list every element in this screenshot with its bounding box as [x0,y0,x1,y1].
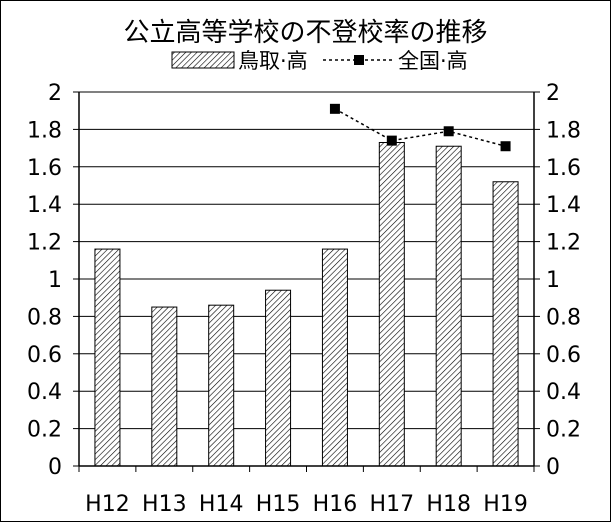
secondary-y-tick-label: 1.2 [546,231,581,256]
x-tick-label: H12 [85,492,130,517]
secondary-y-tick-label: 0.8 [546,305,581,330]
y-tick-label: 1 [48,268,62,293]
legend-swatch-bar [171,51,235,69]
x-tick-label: H17 [370,492,415,517]
y-tick-label: 1.4 [27,193,62,218]
y-tick-label: 1.2 [27,231,62,256]
secondary-y-tick-label: 0.6 [546,343,581,368]
bar-series [94,141,519,467]
bar [378,141,405,467]
secondary-y-tick-label: 1.8 [546,118,581,143]
chart-title: 公立高等学校の不登校率の推移 [123,18,488,48]
secondary-y-tick-labels: 0 0.2 0.4 0.6 0.8 1 1.2 1.4 1.6 1.8 2 [546,81,581,480]
secondary-y-tick-label: 0.2 [546,418,581,443]
secondary-y-tick-label: 1.4 [546,193,581,218]
line-point [329,103,340,114]
line-point [500,141,511,152]
y-tick-label: 1.6 [27,156,62,181]
bar [492,181,519,467]
bar [94,248,121,467]
secondary-y-tick-label: 1 [546,268,560,293]
axes [73,91,540,472]
y-tick-label: 1.8 [27,118,62,143]
legend: 鳥取·高 全国·高 [171,49,468,73]
y-tick-label: 2 [48,81,62,106]
bar [208,304,235,467]
y-tick-label: 0.4 [27,380,62,405]
x-tick-label: H18 [426,492,471,517]
secondary-y-tick-label: 0.4 [546,380,581,405]
x-tick-label: H14 [199,492,244,517]
bar [151,306,178,467]
legend-swatch-marker [354,55,364,65]
x-tick-label: H13 [142,492,187,517]
line-series [329,103,511,152]
secondary-y-tick-label: 0 [546,455,560,480]
x-tick-label: H16 [313,492,358,517]
gridlines [79,91,534,430]
line-point [443,126,454,137]
bar [321,248,348,467]
bar [435,145,462,467]
y-tick-label: 0 [48,455,62,480]
y-tick-labels: 0 0.2 0.4 0.6 0.8 1 1.2 1.4 1.6 1.8 2 [27,81,62,480]
y-tick-label: 0.8 [27,305,62,330]
bar [265,289,292,467]
x-tick-label: H19 [483,492,528,517]
legend-label-line: 全国·高 [398,49,468,73]
legend-label-bar: 鳥取·高 [238,49,308,73]
y-tick-label: 0.6 [27,343,62,368]
x-tick-label: H15 [256,492,301,517]
series-line [334,108,506,147]
secondary-y-tick-label: 1.6 [546,156,581,181]
secondary-y-tick-label: 2 [546,81,560,106]
y-tick-label: 0.2 [27,418,62,443]
line-point [386,135,397,146]
x-tick-labels: H12 H13 H14 H15 H16 H17 H18 H19 [85,492,528,517]
